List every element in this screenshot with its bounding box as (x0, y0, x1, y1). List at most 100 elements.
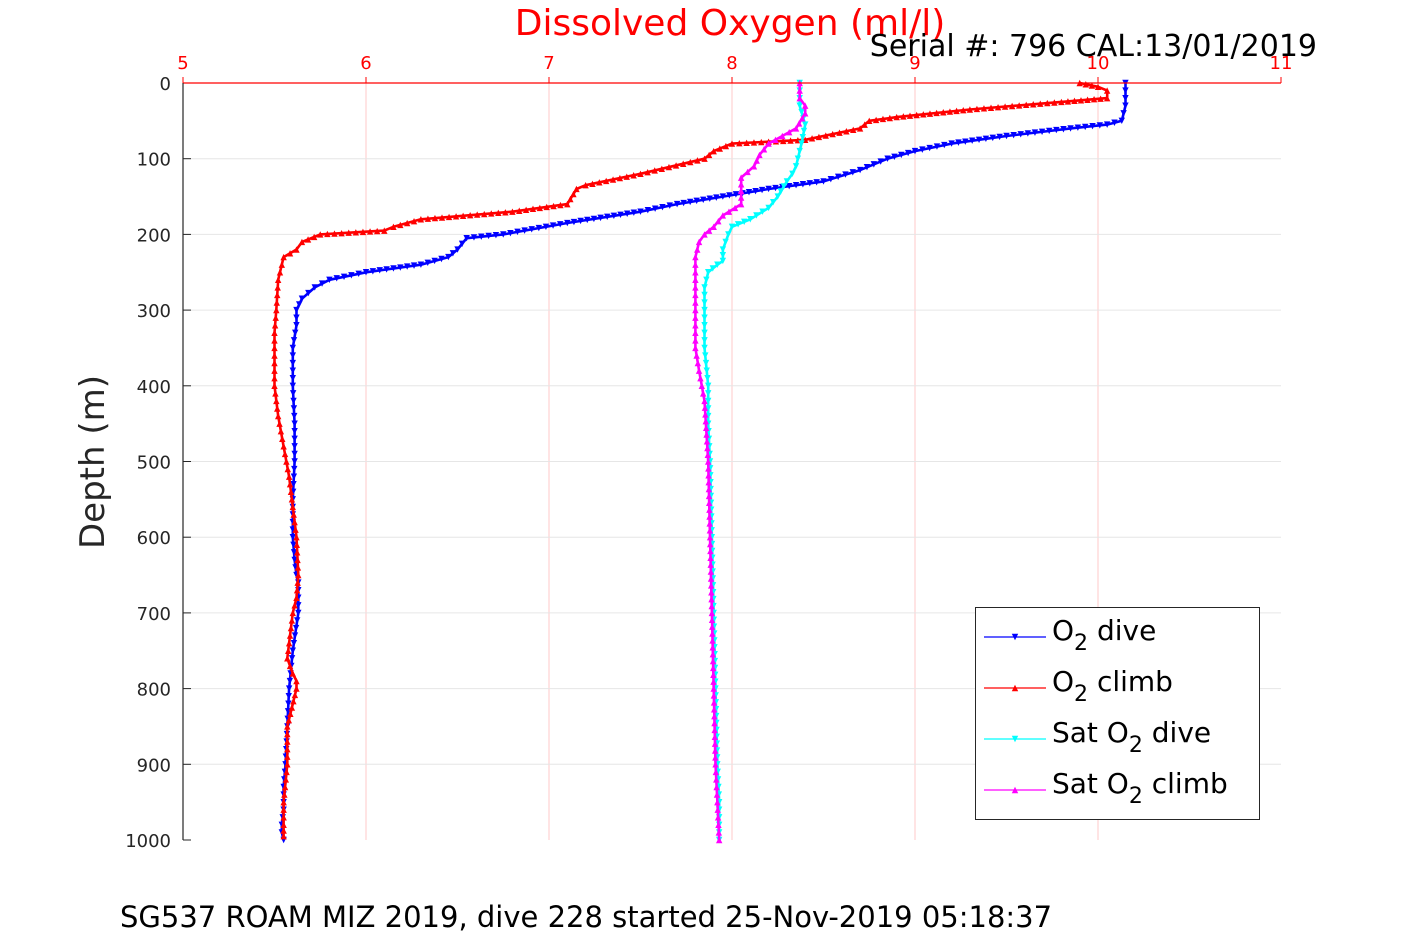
data-point (1030, 101, 1037, 108)
data-point (708, 589, 715, 596)
data-point (291, 465, 298, 473)
data-point (458, 240, 466, 248)
data-point (692, 261, 699, 268)
data-point (492, 231, 500, 239)
data-point (792, 163, 800, 170)
legend-label-text: climb (1088, 665, 1173, 698)
data-point (734, 221, 742, 228)
data-point (795, 120, 803, 127)
data-point (536, 204, 544, 212)
data-point (741, 218, 748, 225)
data-point (774, 193, 781, 200)
data-point (948, 140, 955, 147)
data-point (271, 367, 278, 374)
series-0 (278, 79, 1129, 844)
data-point (752, 187, 759, 195)
data-point (747, 216, 754, 223)
data-point (290, 549, 298, 556)
data-point (715, 217, 722, 225)
data-point (1122, 87, 1129, 94)
data-point (281, 450, 289, 458)
data-point (710, 706, 718, 713)
data-point (470, 234, 478, 241)
data-point (694, 157, 701, 164)
y-tick-label: 0 (160, 74, 171, 95)
data-point (289, 352, 296, 359)
data-point (703, 276, 710, 284)
data-point (891, 153, 898, 161)
data-point (799, 134, 806, 141)
data-point (644, 206, 652, 214)
data-point (759, 208, 766, 215)
data-point (1031, 129, 1039, 136)
data-point (940, 109, 947, 116)
data-point (714, 798, 721, 806)
data-point (697, 375, 704, 382)
data-point (863, 164, 871, 171)
data-point (726, 192, 733, 199)
data-point (687, 158, 694, 166)
data-point (705, 227, 713, 234)
data-point (710, 147, 717, 155)
data-point (290, 337, 298, 344)
data-point (836, 129, 843, 136)
data-point (968, 137, 976, 144)
data-point (879, 115, 887, 123)
data-point (960, 106, 967, 114)
data-point (287, 624, 295, 632)
data-point (725, 231, 732, 238)
data-point (280, 443, 287, 450)
data-point (1120, 110, 1127, 117)
data-point (1011, 633, 1019, 641)
data-point (286, 677, 294, 685)
data-point (753, 212, 760, 219)
data-point (692, 269, 699, 276)
data-point (715, 821, 722, 829)
data-point (702, 359, 710, 367)
data-point (290, 639, 298, 647)
data-point (813, 179, 820, 186)
legend-label-text: Sat O (1052, 767, 1129, 800)
data-point (290, 397, 297, 405)
data-point (856, 166, 864, 174)
legend-label-subscript: 2 (1074, 682, 1088, 707)
data-point (291, 435, 298, 442)
data-point (787, 137, 794, 144)
data-point (705, 485, 713, 493)
data-point (284, 655, 291, 662)
legend-label-subscript: 2 (1129, 733, 1143, 758)
data-point (273, 299, 280, 306)
data-point (975, 136, 983, 143)
data-point (694, 359, 702, 367)
data-point (280, 821, 287, 829)
data-point (1051, 99, 1058, 106)
data-point (459, 212, 467, 219)
data-point (703, 367, 710, 374)
data-point (911, 147, 919, 155)
data-point (284, 745, 291, 753)
data-point (403, 219, 411, 227)
data-point (289, 359, 296, 367)
serial-annotation: Serial #: 796 CAL:13/01/2019 (870, 29, 1317, 64)
data-point (708, 609, 716, 617)
data-point (815, 133, 823, 141)
data-point (289, 367, 296, 374)
data-point (289, 609, 296, 617)
data-point (701, 284, 708, 291)
data-point (293, 677, 300, 685)
data-point (701, 397, 708, 405)
data-point (798, 140, 805, 147)
data-point (514, 228, 521, 236)
data-point (502, 209, 509, 216)
data-point (1037, 100, 1044, 107)
data-point (693, 197, 700, 205)
data-point (644, 168, 651, 176)
x-tick-label: 5 (177, 53, 188, 74)
data-point (564, 200, 571, 208)
data-point (792, 125, 800, 132)
data-point (933, 143, 941, 150)
data-point (285, 647, 292, 654)
data-point (280, 806, 287, 813)
data-point (913, 111, 920, 119)
data-point (403, 263, 411, 270)
